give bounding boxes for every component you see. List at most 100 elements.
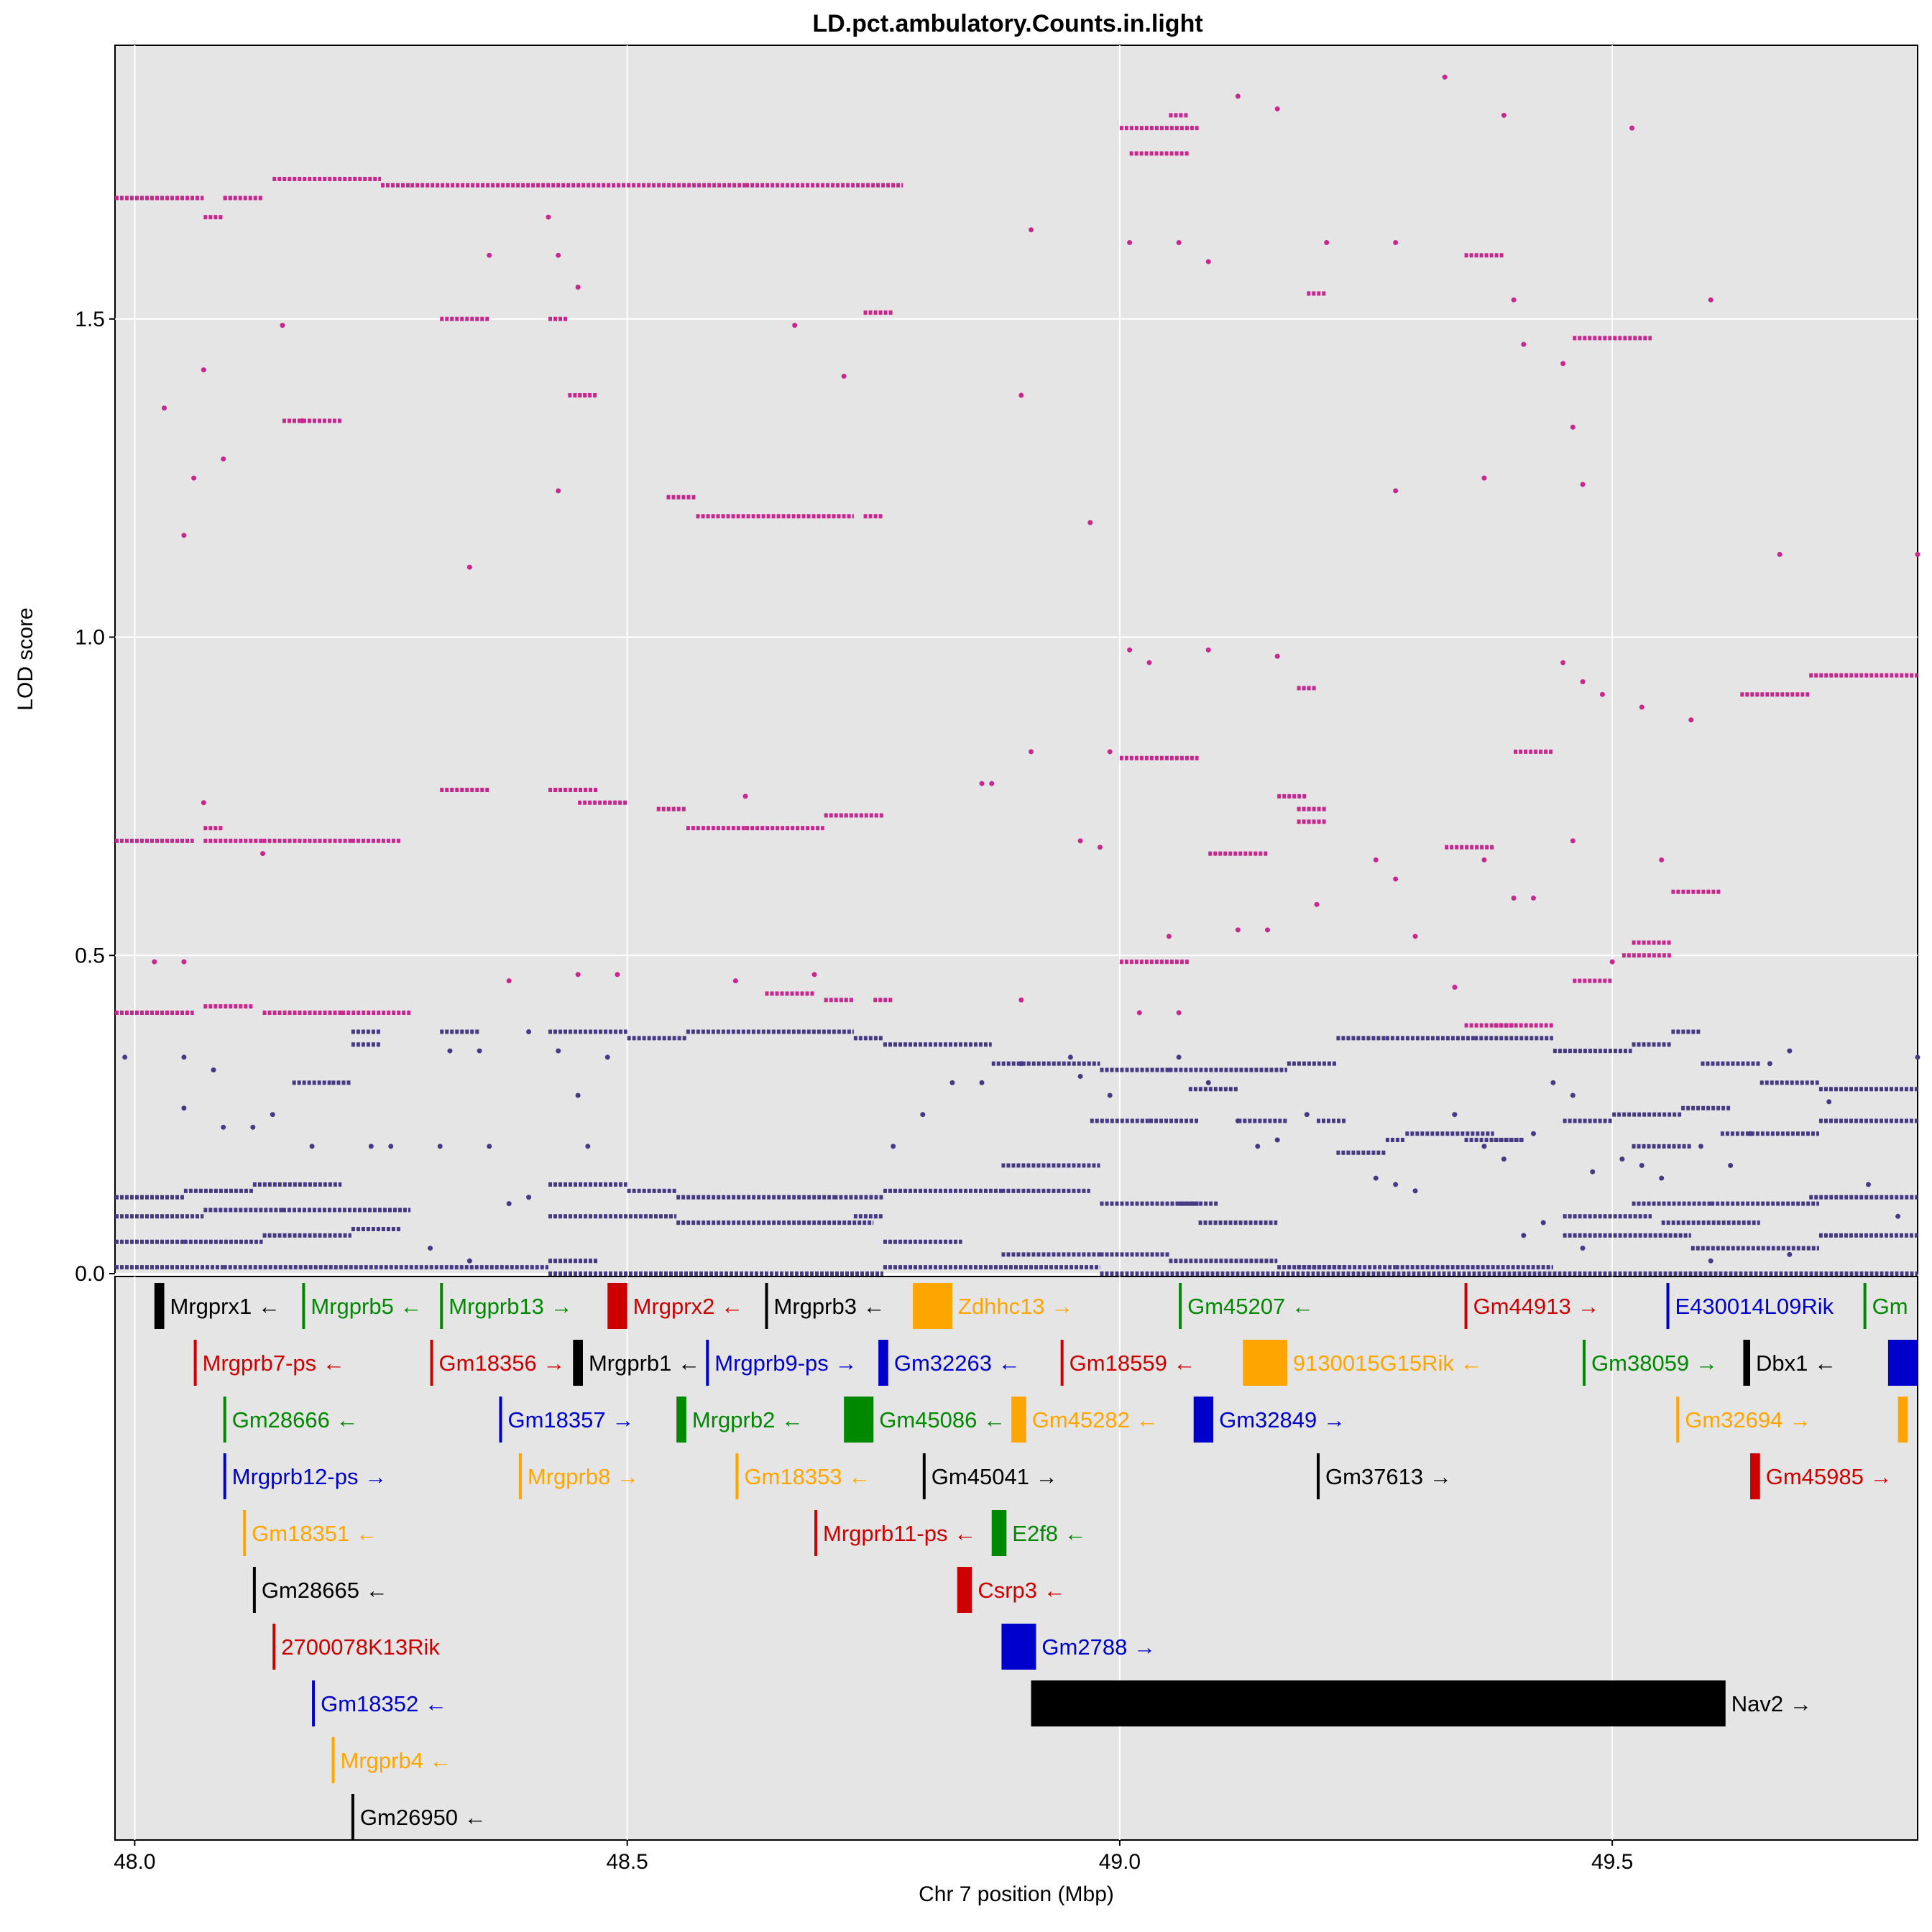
gene-body (991, 1510, 1007, 1556)
lod-point (1865, 1182, 1871, 1187)
gene-label: Gm45207 ← (1187, 1294, 1314, 1319)
y-tick-label: 0.5 (75, 944, 105, 967)
y-axis-ticks: 0.0 0.5 1.0 1.5 (75, 308, 115, 1286)
gene-Gm37613: Gm37613 → (1317, 1453, 1452, 1499)
gene-Mrgprb8: Mrgprb8 → (518, 1453, 639, 1499)
gene-body (252, 1567, 256, 1613)
gene-label: Mrgprx2 ← (633, 1294, 743, 1319)
gene-body (1179, 1283, 1182, 1329)
gene-body (765, 1283, 768, 1329)
lod-point (1452, 985, 1458, 990)
gene-label: Mrgprb13 → (448, 1294, 572, 1319)
gene-E2f8: E2f8 ← (991, 1510, 1087, 1556)
gene-label: Mrgprb5 ← (310, 1294, 422, 1319)
lod-point (1639, 1162, 1644, 1168)
gene-body (1193, 1397, 1214, 1443)
lod-point (1107, 1092, 1113, 1098)
gene-Dbx1: Dbx1 ← (1743, 1340, 1836, 1386)
lod-point (920, 1112, 926, 1118)
gene-Mrgprb9-ps: Mrgprb9-ps → (706, 1340, 857, 1386)
gene-body (272, 1624, 276, 1670)
gene-label: Mrgprx1 ← (170, 1294, 280, 1319)
gene-body (1583, 1340, 1586, 1386)
series-0 (115, 74, 1920, 1028)
lod-point (1097, 845, 1103, 850)
lod-point (1481, 857, 1487, 862)
gene-track: Mrgprx1 ← Mrgprb5 ← Mrgprb13 → Mrgprx2 ← Mrg… (154, 1283, 1918, 1840)
lod-point (1580, 482, 1586, 487)
lod-point (1481, 1144, 1487, 1149)
gene-label: Gm28666 ← (232, 1407, 359, 1432)
lod-point (280, 323, 285, 328)
gene-label: Mrgprb2 ← (692, 1407, 804, 1432)
gene-Gm38059: Gm38059 → (1583, 1340, 1718, 1386)
gene-Gm28666: Gm28666 ← (223, 1397, 359, 1443)
lod-point (1136, 1010, 1142, 1016)
x-tick-label: 48.5 (606, 1850, 648, 1874)
gene-body (154, 1283, 165, 1329)
gene-body (1666, 1283, 1670, 1329)
gene-body (312, 1680, 316, 1726)
lod-point (181, 1105, 187, 1111)
lod-point (1176, 240, 1182, 246)
gene-body (243, 1510, 247, 1556)
y-tick-label: 0.0 (75, 1262, 105, 1286)
lod-point (1107, 749, 1113, 755)
gene-body (676, 1397, 686, 1443)
gene-body (573, 1340, 583, 1386)
lod-point (604, 1054, 610, 1060)
lod-point (1146, 660, 1152, 666)
lod-point (1205, 259, 1211, 264)
gene-label: Gm18352 ← (321, 1691, 447, 1716)
lod-point (1067, 1054, 1073, 1060)
gene-body (1243, 1340, 1287, 1386)
gene-body (607, 1283, 627, 1329)
lod-point (1452, 1112, 1458, 1118)
y-axis-label: LOD score (14, 607, 37, 710)
lod-point (1481, 475, 1487, 481)
lod-point (742, 794, 748, 799)
gene-label: Gm44913 → (1473, 1294, 1600, 1319)
lod-point (152, 959, 157, 965)
gene-body (1898, 1397, 1908, 1443)
gene-label: 9130015G15Rik ← (1293, 1351, 1483, 1376)
gene-body (1750, 1453, 1760, 1499)
gene-Gm18353: Gm18353 ← (735, 1453, 870, 1499)
lod-point (1590, 1169, 1596, 1174)
gene-body (1887, 1340, 1918, 1386)
lod-point (1708, 297, 1714, 303)
lod-point (506, 978, 512, 984)
gene-label: Gm38059 → (1591, 1351, 1718, 1376)
lod-point (1255, 1144, 1261, 1149)
lod-point (526, 1029, 532, 1035)
gene-body (1676, 1397, 1680, 1443)
gene-Nav2: Nav2 → (1031, 1680, 1812, 1726)
lod-point (1274, 1137, 1280, 1143)
gene-Zdhhc13: Zdhhc13 → (913, 1283, 1073, 1329)
gene-label: 2700078K13Rik (281, 1634, 440, 1660)
gene-body (223, 1397, 226, 1443)
gene-body (518, 1453, 522, 1499)
gene-Gm32263: Gm32263 ← (878, 1340, 1021, 1386)
lod-point (162, 405, 167, 411)
lod-point (122, 1054, 128, 1060)
gene-label: Gm (1872, 1294, 1908, 1319)
lod-point (211, 1067, 216, 1073)
lod-point (1511, 896, 1517, 901)
lod-point (1659, 857, 1665, 862)
lod-point (1629, 125, 1635, 131)
lod-point (1393, 876, 1399, 882)
lod-point (891, 1144, 896, 1149)
gene-body (1743, 1340, 1751, 1386)
lod-point (575, 284, 581, 290)
lod-point (792, 323, 798, 328)
lod-point (1580, 1246, 1586, 1251)
gene-label: Mrgprb1 ← (589, 1351, 700, 1376)
gene-unlabeled (1887, 1340, 1918, 1386)
lod-point (447, 1048, 453, 1054)
lod-point (299, 418, 305, 423)
lod-point (1018, 997, 1024, 1003)
gene-body (922, 1453, 926, 1499)
lod-point (201, 800, 206, 806)
lod-point (1826, 1099, 1832, 1105)
